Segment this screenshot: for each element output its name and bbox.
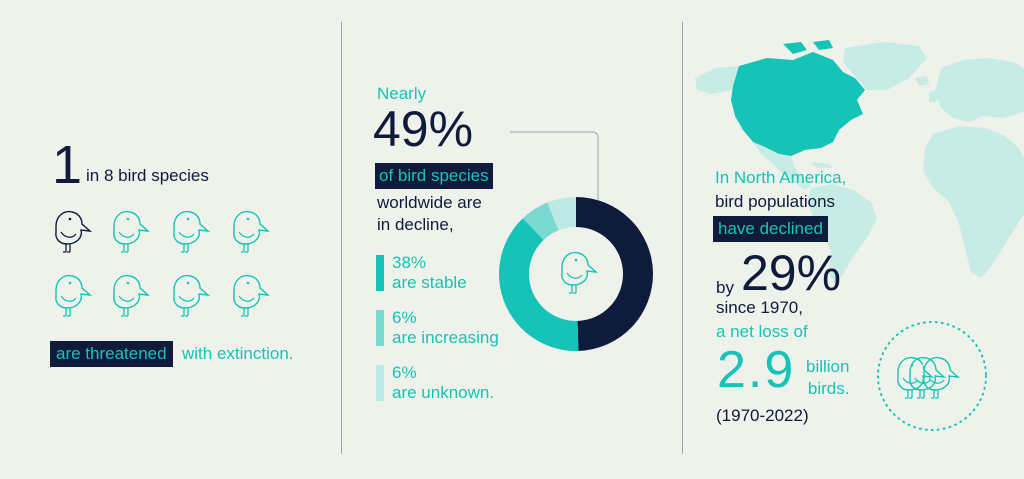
worldwide-line2: in decline, <box>377 215 454 234</box>
since-1970-text: since 1970, <box>716 298 803 317</box>
billion-birds-text: billion birds. <box>806 356 849 400</box>
legend-swatch-increasing <box>376 310 384 346</box>
legend-item-unknown: 6% are unknown. <box>392 363 494 403</box>
legend-item-increasing: 6% are increasing <box>392 308 499 348</box>
legend-swatch-unknown <box>376 365 384 401</box>
big-one-number: 1 <box>52 135 83 195</box>
legend-label: are unknown. <box>392 383 495 402</box>
bird-icon-teal <box>113 274 149 317</box>
donut-chart <box>499 197 653 351</box>
legend-item-stable: 38% are stable <box>392 253 467 293</box>
bird-icon-teal <box>55 274 91 317</box>
legend-pct: 38% <box>392 253 427 272</box>
donut-slice-unknown <box>547 197 576 231</box>
bird-flock-circle <box>877 321 987 431</box>
billion-word: billion <box>806 357 850 376</box>
worldwide-text: worldwide are in decline, <box>377 192 517 236</box>
legend-pct: 6% <box>392 363 417 382</box>
donut-slice-in-decline <box>576 197 653 351</box>
net-loss-text: a net loss of <box>716 322 808 341</box>
nearly-label: Nearly <box>377 84 427 103</box>
world-map <box>695 40 1024 284</box>
species-text: in 8 bird species <box>86 166 209 185</box>
bird-populations-text: bird populations <box>715 192 836 211</box>
legend-swatch-stable <box>376 255 384 291</box>
birds-word: birds. <box>807 379 850 398</box>
legend-label: are increasing <box>392 328 499 347</box>
of-bird-species-highlight: of bird species <box>375 163 493 189</box>
connector-line <box>510 131 599 200</box>
bird-icon-teal <box>233 210 269 253</box>
big-number-2-9: 2.9 <box>717 341 796 399</box>
divider-right <box>682 22 683 454</box>
by-text: by <box>716 278 734 297</box>
north-america-label: In North America, <box>715 168 847 187</box>
donut-slice-increasing <box>522 202 559 240</box>
extinction-text: with extinction. <box>182 344 294 363</box>
bird-icon-center <box>561 251 597 294</box>
legend-label: are stable <box>392 273 467 292</box>
big-percent-29: 29% <box>741 245 842 301</box>
worldwide-line1: worldwide are <box>377 193 482 212</box>
bird-icon-navy <box>55 210 91 253</box>
donut-slice-stable <box>499 218 579 351</box>
bird-icon-flock-3 <box>923 356 959 399</box>
bird-icon-teal <box>113 210 149 253</box>
threatened-highlight: are threatened <box>50 341 173 367</box>
bird-icon-teal <box>173 274 209 317</box>
have-declined-highlight: have declined <box>713 216 828 242</box>
legend-pct: 6% <box>392 308 417 327</box>
big-percent-49: 49% <box>373 101 474 157</box>
bird-icon-grid <box>55 210 269 317</box>
bird-icon-teal <box>173 210 209 253</box>
bird-icon-teal <box>233 274 269 317</box>
divider-left <box>341 22 342 454</box>
years-range: (1970-2022) <box>716 406 809 425</box>
